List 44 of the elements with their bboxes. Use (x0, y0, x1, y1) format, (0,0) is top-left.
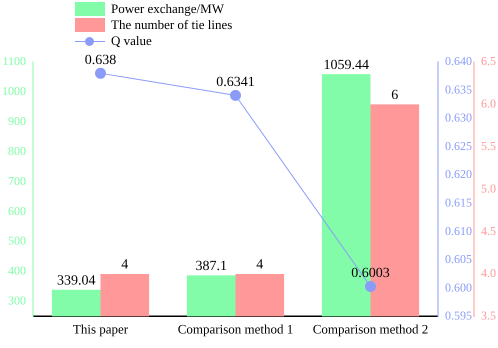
y-tick-label: 1100 (2, 54, 26, 68)
data-label: 4 (121, 258, 128, 273)
data-label: 4 (256, 258, 264, 273)
y2-tick-label: 0.610 (445, 224, 472, 238)
y2-tick-label: 0.630 (445, 110, 472, 125)
data-label: 0.638 (84, 52, 116, 68)
data-label: 387.1 (195, 259, 227, 274)
y3-tick-label: 3.5 (481, 308, 496, 323)
data-label: 1059.44 (323, 58, 369, 73)
y3-tick-label: 5.5 (481, 138, 496, 153)
data-label: 339.04 (56, 273, 96, 288)
data-label: 0.6341 (216, 75, 255, 90)
y-tick-label: 700 (8, 174, 26, 188)
y-tick-label: 800 (8, 144, 26, 158)
y2-tick-label: 0.635 (445, 82, 472, 96)
y3-tick-label: 4.5 (481, 224, 496, 238)
y3-tick-label: 6.5 (481, 54, 496, 68)
y2-tick-label: 0.595 (445, 308, 472, 323)
legend-label: The number of tie lines (111, 16, 232, 32)
y-tick-label: 600 (8, 204, 26, 218)
point (95, 68, 106, 79)
y3-tick-label: 5.0 (481, 181, 496, 196)
x-tick-label: This paper (72, 322, 129, 337)
y-tick-label: 300 (8, 294, 26, 308)
data-label: 6 (391, 88, 398, 104)
point (365, 280, 376, 292)
y3-tick-label: 6.0 (481, 96, 496, 111)
y-tick-label: 900 (8, 114, 26, 128)
y2-tick-label: 0.640 (445, 54, 472, 68)
y2-tick-label: 0.605 (445, 252, 472, 266)
y-tick-label: 500 (8, 234, 26, 248)
y-tick-label: 1000 (2, 84, 26, 98)
y2-tick-label: 0.620 (445, 167, 472, 182)
y2-tick-label: 0.625 (445, 138, 472, 153)
legend-label: Q value (111, 32, 152, 48)
legend-label: Power exchange/MW (111, 0, 224, 16)
y2-tick-label: 0.615 (445, 195, 472, 210)
x-tick-label: Comparison method 1 (178, 322, 294, 337)
x-tick-label: Comparison method 2 (312, 322, 428, 337)
data-label: 0.6003 (351, 266, 390, 282)
y-tick-label: 400 (8, 264, 26, 278)
point (230, 90, 241, 101)
y2-tick-label: 0.600 (445, 280, 472, 294)
y3-tick-label: 4.0 (481, 266, 496, 280)
